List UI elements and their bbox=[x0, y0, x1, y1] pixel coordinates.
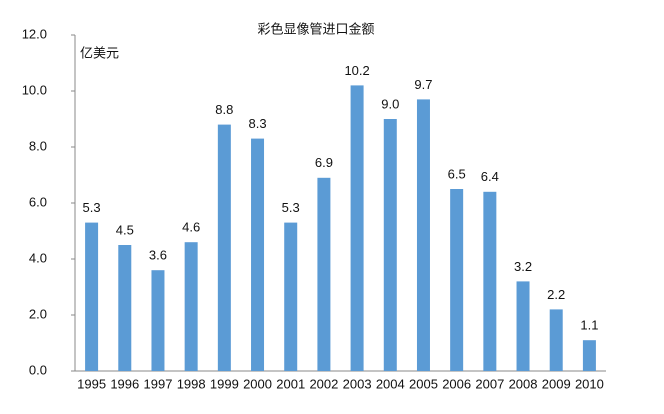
value-label: 2.2 bbox=[547, 287, 565, 302]
value-label: 10.2 bbox=[344, 63, 369, 78]
bar bbox=[416, 99, 430, 372]
value-label: 3.2 bbox=[514, 259, 532, 274]
value-label: 1.1 bbox=[580, 318, 598, 333]
x-tick-label: 2007 bbox=[475, 376, 504, 391]
y-tick-label: 8.0 bbox=[29, 138, 47, 153]
x-tick-label: 2010 bbox=[575, 376, 604, 391]
x-tick-label: 1999 bbox=[210, 376, 239, 391]
x-tick-label: 1998 bbox=[177, 376, 206, 391]
x-tick-label: 2004 bbox=[376, 376, 405, 391]
bar bbox=[450, 189, 464, 371]
value-label: 4.6 bbox=[182, 220, 200, 235]
bar bbox=[549, 309, 563, 371]
value-label: 8.8 bbox=[215, 102, 233, 117]
value-label: 6.5 bbox=[448, 166, 466, 181]
y-tick-label: 6.0 bbox=[29, 194, 47, 209]
bar bbox=[284, 222, 298, 371]
x-tick-label: 1997 bbox=[144, 376, 173, 391]
x-tick-label: 2001 bbox=[276, 376, 305, 391]
value-label: 5.3 bbox=[83, 200, 101, 215]
value-label: 3.6 bbox=[149, 248, 167, 263]
bar bbox=[483, 191, 497, 371]
y-tick-label: 12.0 bbox=[22, 26, 47, 41]
chart-title: 彩色显像管进口金额 bbox=[257, 21, 374, 36]
bar bbox=[383, 119, 397, 371]
x-tick-label: 2003 bbox=[343, 376, 372, 391]
x-tick-label: 2002 bbox=[309, 376, 338, 391]
value-label: 9.7 bbox=[414, 77, 432, 92]
x-tick-label: 2009 bbox=[542, 376, 571, 391]
value-label: 6.9 bbox=[315, 155, 333, 170]
bar bbox=[516, 281, 530, 371]
value-label: 6.4 bbox=[481, 169, 499, 184]
bar bbox=[317, 177, 331, 371]
value-label: 9.0 bbox=[381, 96, 399, 111]
x-tick-label: 2000 bbox=[243, 376, 272, 391]
x-tick-label: 2005 bbox=[409, 376, 438, 391]
y-tick-label: 4.0 bbox=[29, 250, 47, 265]
bar bbox=[118, 245, 132, 371]
bar bbox=[184, 242, 198, 371]
bar bbox=[151, 270, 165, 371]
bar bbox=[350, 85, 364, 372]
y-tick-label: 0.0 bbox=[29, 362, 47, 377]
x-tick-label: 1995 bbox=[77, 376, 106, 391]
value-label: 8.3 bbox=[248, 116, 266, 131]
x-tick-label: 2008 bbox=[509, 376, 538, 391]
unit-label: 亿美元 bbox=[80, 45, 119, 60]
bar bbox=[217, 124, 231, 371]
value-label: 5.3 bbox=[282, 200, 300, 215]
value-label: 4.5 bbox=[116, 222, 134, 237]
y-tick-label: 2.0 bbox=[29, 306, 47, 321]
x-tick-label: 1996 bbox=[110, 376, 139, 391]
bar bbox=[85, 222, 99, 371]
bar bbox=[582, 340, 596, 371]
bar bbox=[251, 138, 265, 371]
y-tick-label: 10.0 bbox=[22, 82, 47, 97]
x-tick-label: 2006 bbox=[442, 376, 471, 391]
